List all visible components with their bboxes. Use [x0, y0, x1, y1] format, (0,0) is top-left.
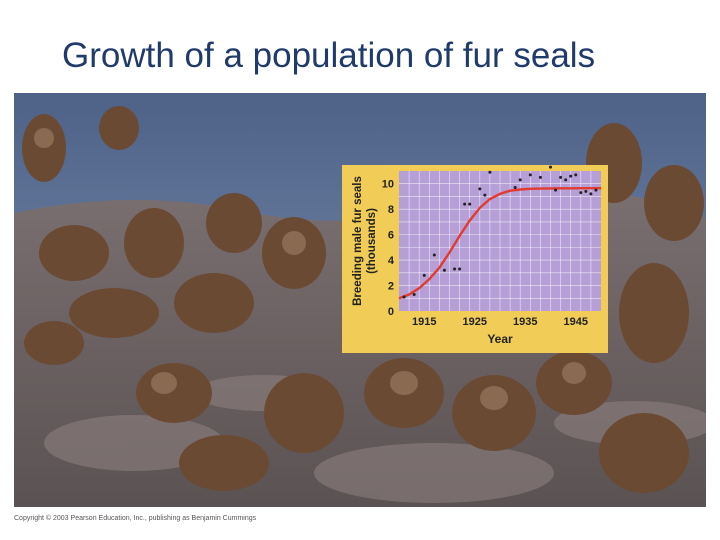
y-tick-label: 10	[382, 179, 394, 191]
data-point	[412, 292, 416, 296]
data-point	[458, 267, 462, 271]
data-point	[528, 173, 532, 177]
data-point	[584, 189, 588, 193]
data-point	[463, 202, 467, 206]
y-axis-label-line-1: Breeding male fur seals	[352, 176, 364, 306]
chart-panel: 0 2 4 6 8 10 1915 1925 1935 1945 Year Breeding m…	[342, 165, 608, 353]
logistic-growth-curve	[398, 187, 601, 300]
y-tick-label: 0	[388, 306, 394, 318]
data-points	[402, 165, 598, 299]
data-point	[579, 191, 583, 195]
horizontal-gridlines	[399, 183, 601, 299]
x-tick-label: 1925	[463, 316, 487, 328]
data-point	[574, 173, 578, 177]
x-tick-label: 1935	[513, 316, 537, 328]
x-axis-label: Year	[487, 332, 513, 346]
data-point	[442, 268, 446, 272]
data-point	[402, 295, 406, 299]
copyright-credit: Copyright © 2003 Pearson Education, Inc.…	[14, 515, 257, 522]
x-tick-label: 1915	[412, 316, 436, 328]
y-axis-ticks: 0 2 4 6 8 10	[382, 179, 395, 318]
data-point	[468, 202, 472, 206]
data-point	[589, 192, 593, 196]
y-tick-label: 4	[388, 255, 395, 267]
data-point	[432, 253, 436, 257]
data-point	[478, 187, 482, 191]
slide-title: Growth of a population of fur seals	[62, 36, 596, 75]
seal-growth-chart: 0 2 4 6 8 10 1915 1925 1935 1945 Year Breeding m…	[352, 165, 601, 346]
data-point	[594, 188, 598, 192]
data-point	[569, 174, 573, 178]
y-tick-label: 6	[388, 230, 394, 242]
vertical-gridlines	[408, 171, 592, 311]
data-point	[554, 188, 558, 192]
x-tick-label: 1945	[564, 316, 588, 328]
data-point	[549, 165, 552, 169]
x-axis-ticks: 1915 1925 1935 1945	[412, 316, 588, 328]
data-point	[453, 267, 457, 271]
y-axis-label-line-2: (thousands)	[366, 208, 378, 274]
y-tick-label: 2	[388, 281, 394, 293]
data-point	[518, 178, 522, 182]
y-tick-label: 8	[388, 204, 394, 216]
data-point	[513, 186, 517, 190]
data-point	[538, 175, 542, 179]
data-point	[564, 178, 568, 182]
data-point	[559, 175, 563, 179]
data-point	[483, 193, 487, 197]
data-point	[422, 273, 426, 277]
data-point	[488, 170, 492, 174]
